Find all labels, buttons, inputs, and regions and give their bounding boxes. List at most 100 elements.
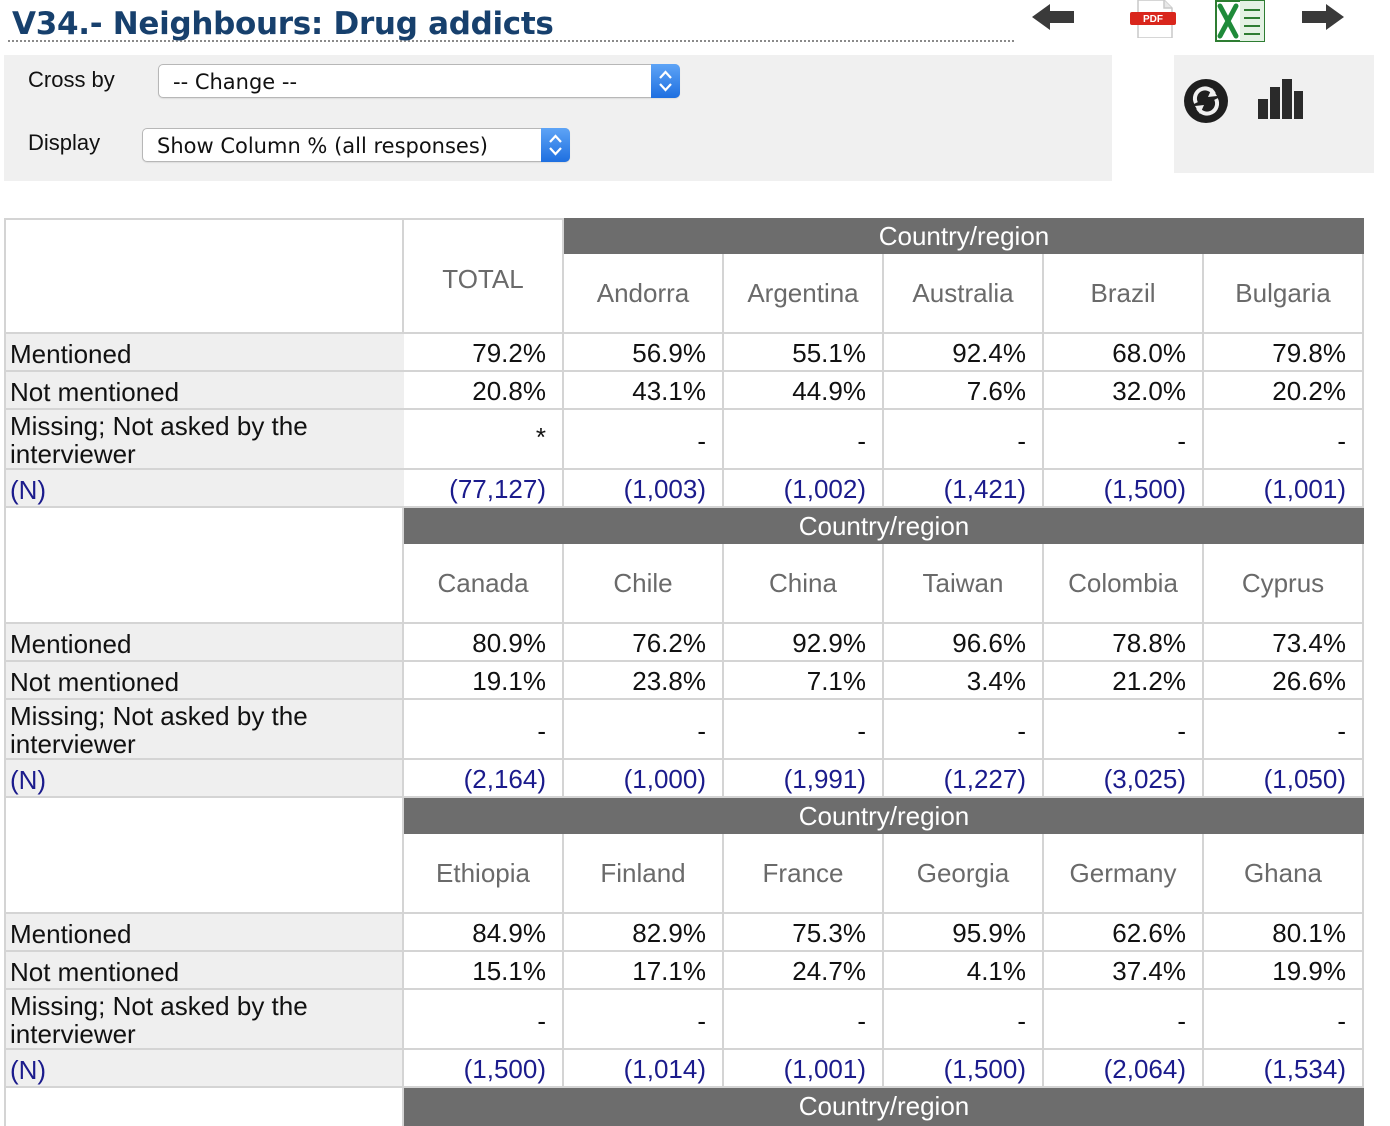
table-cell: - [1177, 426, 1186, 456]
column-header: Taiwan [922, 568, 1004, 598]
table-cell: - [857, 1006, 866, 1036]
grid-line [404, 1086, 1364, 1088]
table-cell: 26.6% [1272, 666, 1346, 696]
grid-line [1362, 624, 1364, 798]
bar-chart-icon[interactable] [1256, 79, 1304, 126]
grid-line [4, 914, 6, 1088]
column-header-cell: Argentina [724, 254, 884, 334]
column-header-cell: Colombia [1044, 544, 1204, 624]
row-label-mentioned: Mentioned [6, 914, 404, 952]
table-cell: - [1017, 1006, 1026, 1036]
excel-icon[interactable] [1214, 0, 1266, 42]
grid-line [404, 698, 1364, 700]
arrow-right-icon[interactable] [1300, 2, 1346, 32]
table-cell: 20.2% [1272, 376, 1346, 406]
column-header-cell: France [724, 834, 884, 914]
group-header: Country/region [404, 508, 1364, 544]
table-cell: 20.8% [472, 376, 546, 406]
display-select[interactable]: Show Column % (all responses) [142, 128, 570, 162]
column-header: Australia [912, 278, 1014, 308]
table-cell: - [1337, 1006, 1346, 1036]
arrow-left-icon[interactable] [1030, 2, 1076, 32]
table-cell: - [697, 426, 706, 456]
table-cell: (1,534) [1263, 1054, 1346, 1084]
column-header: France [762, 858, 844, 888]
table-cell: (1,001) [783, 1054, 866, 1084]
grid-line [402, 624, 404, 798]
column-header: Bulgaria [1235, 278, 1331, 308]
table-cell: 19.9% [1272, 956, 1346, 986]
table-cell: (1,014) [623, 1054, 706, 1084]
refresh-icon[interactable] [1182, 77, 1230, 130]
column-header-cell: Germany [1044, 834, 1204, 914]
table-cell: (1,000) [623, 764, 706, 794]
grid-line [404, 796, 1364, 798]
cross-by-select[interactable]: -- Change -- [158, 64, 680, 98]
table-cell: 75.3% [792, 918, 866, 948]
group-header: Country/region [404, 1088, 1364, 1126]
grid-line [722, 334, 724, 508]
column-header-cell: Canada [404, 544, 564, 624]
grid-line [1202, 914, 1204, 1088]
controls-panel: Cross by -- Change -- Display Show Colum… [4, 55, 1112, 181]
column-header: Andorra [596, 278, 690, 308]
row-label-mentioned: Mentioned [6, 334, 404, 372]
grid-line [562, 334, 564, 508]
table-cell: 24.7% [792, 956, 866, 986]
row-label-n: (N) [6, 1050, 404, 1088]
table-cell: - [1177, 716, 1186, 746]
grid-line [1202, 334, 1204, 508]
total-header-cell: TOTAL [404, 218, 564, 334]
table-cell: 37.4% [1112, 956, 1186, 986]
table-cell: (1,500) [463, 1054, 546, 1084]
table-cell: 78.8% [1112, 628, 1186, 658]
select-arrows-icon [651, 64, 680, 98]
column-header: Ethiopia [436, 858, 530, 888]
page-title-bar: V34.- Neighbours: Drug addicts [8, 2, 1014, 42]
column-header-cell: Ethiopia [404, 834, 564, 914]
row-label-missing: Missing; Not asked by the interviewer [6, 410, 404, 470]
table-cell: 17.1% [632, 956, 706, 986]
pdf-icon[interactable]: PDF [1128, 0, 1178, 38]
table-cell: - [1177, 1006, 1186, 1036]
table-cell: 7.6% [966, 376, 1026, 406]
table-cell: 55.1% [792, 338, 866, 368]
table-cell: 79.8% [1272, 338, 1346, 368]
table-cell: (77,127) [449, 474, 546, 504]
table-cell: (1,991) [783, 764, 866, 794]
grid-line [402, 914, 404, 1088]
grid-line [1362, 914, 1364, 1088]
corner-cell [4, 218, 404, 334]
table-cell: (1,003) [623, 474, 706, 504]
row-label-missing: Missing; Not asked by the interviewer [6, 990, 404, 1050]
grid-line [562, 914, 564, 1088]
column-header: Finland [600, 858, 686, 888]
table-cell: 84.9% [472, 918, 546, 948]
table-cell: 56.9% [632, 338, 706, 368]
table-cell: 43.1% [632, 376, 706, 406]
table-cell: (1,001) [1263, 474, 1346, 504]
column-header: China [769, 568, 837, 598]
table-cell: 44.9% [792, 376, 866, 406]
table-cell: 76.2% [632, 628, 706, 658]
table-cell: 3.4% [966, 666, 1026, 696]
table-cell: * [535, 422, 546, 452]
select-arrows-icon [541, 128, 570, 162]
table-cell: 15.1% [472, 956, 546, 986]
column-header: Chile [613, 568, 673, 598]
table-cell: - [1337, 716, 1346, 746]
column-header-cell: Taiwan [884, 544, 1044, 624]
table-cell: 95.9% [952, 918, 1026, 948]
table-cell: 80.9% [472, 628, 546, 658]
group-header: Country/region [564, 218, 1364, 254]
grid-line [1042, 334, 1044, 508]
grid-line [4, 334, 6, 508]
corner-cell [4, 508, 404, 624]
row-label-not-mentioned: Not mentioned [6, 952, 404, 990]
grid-line [722, 624, 724, 798]
group-header: Country/region [404, 798, 1364, 834]
grid-line [882, 914, 884, 1088]
table-cell: 19.1% [472, 666, 546, 696]
column-header: Colombia [1068, 568, 1178, 598]
grid-line [404, 950, 1364, 952]
